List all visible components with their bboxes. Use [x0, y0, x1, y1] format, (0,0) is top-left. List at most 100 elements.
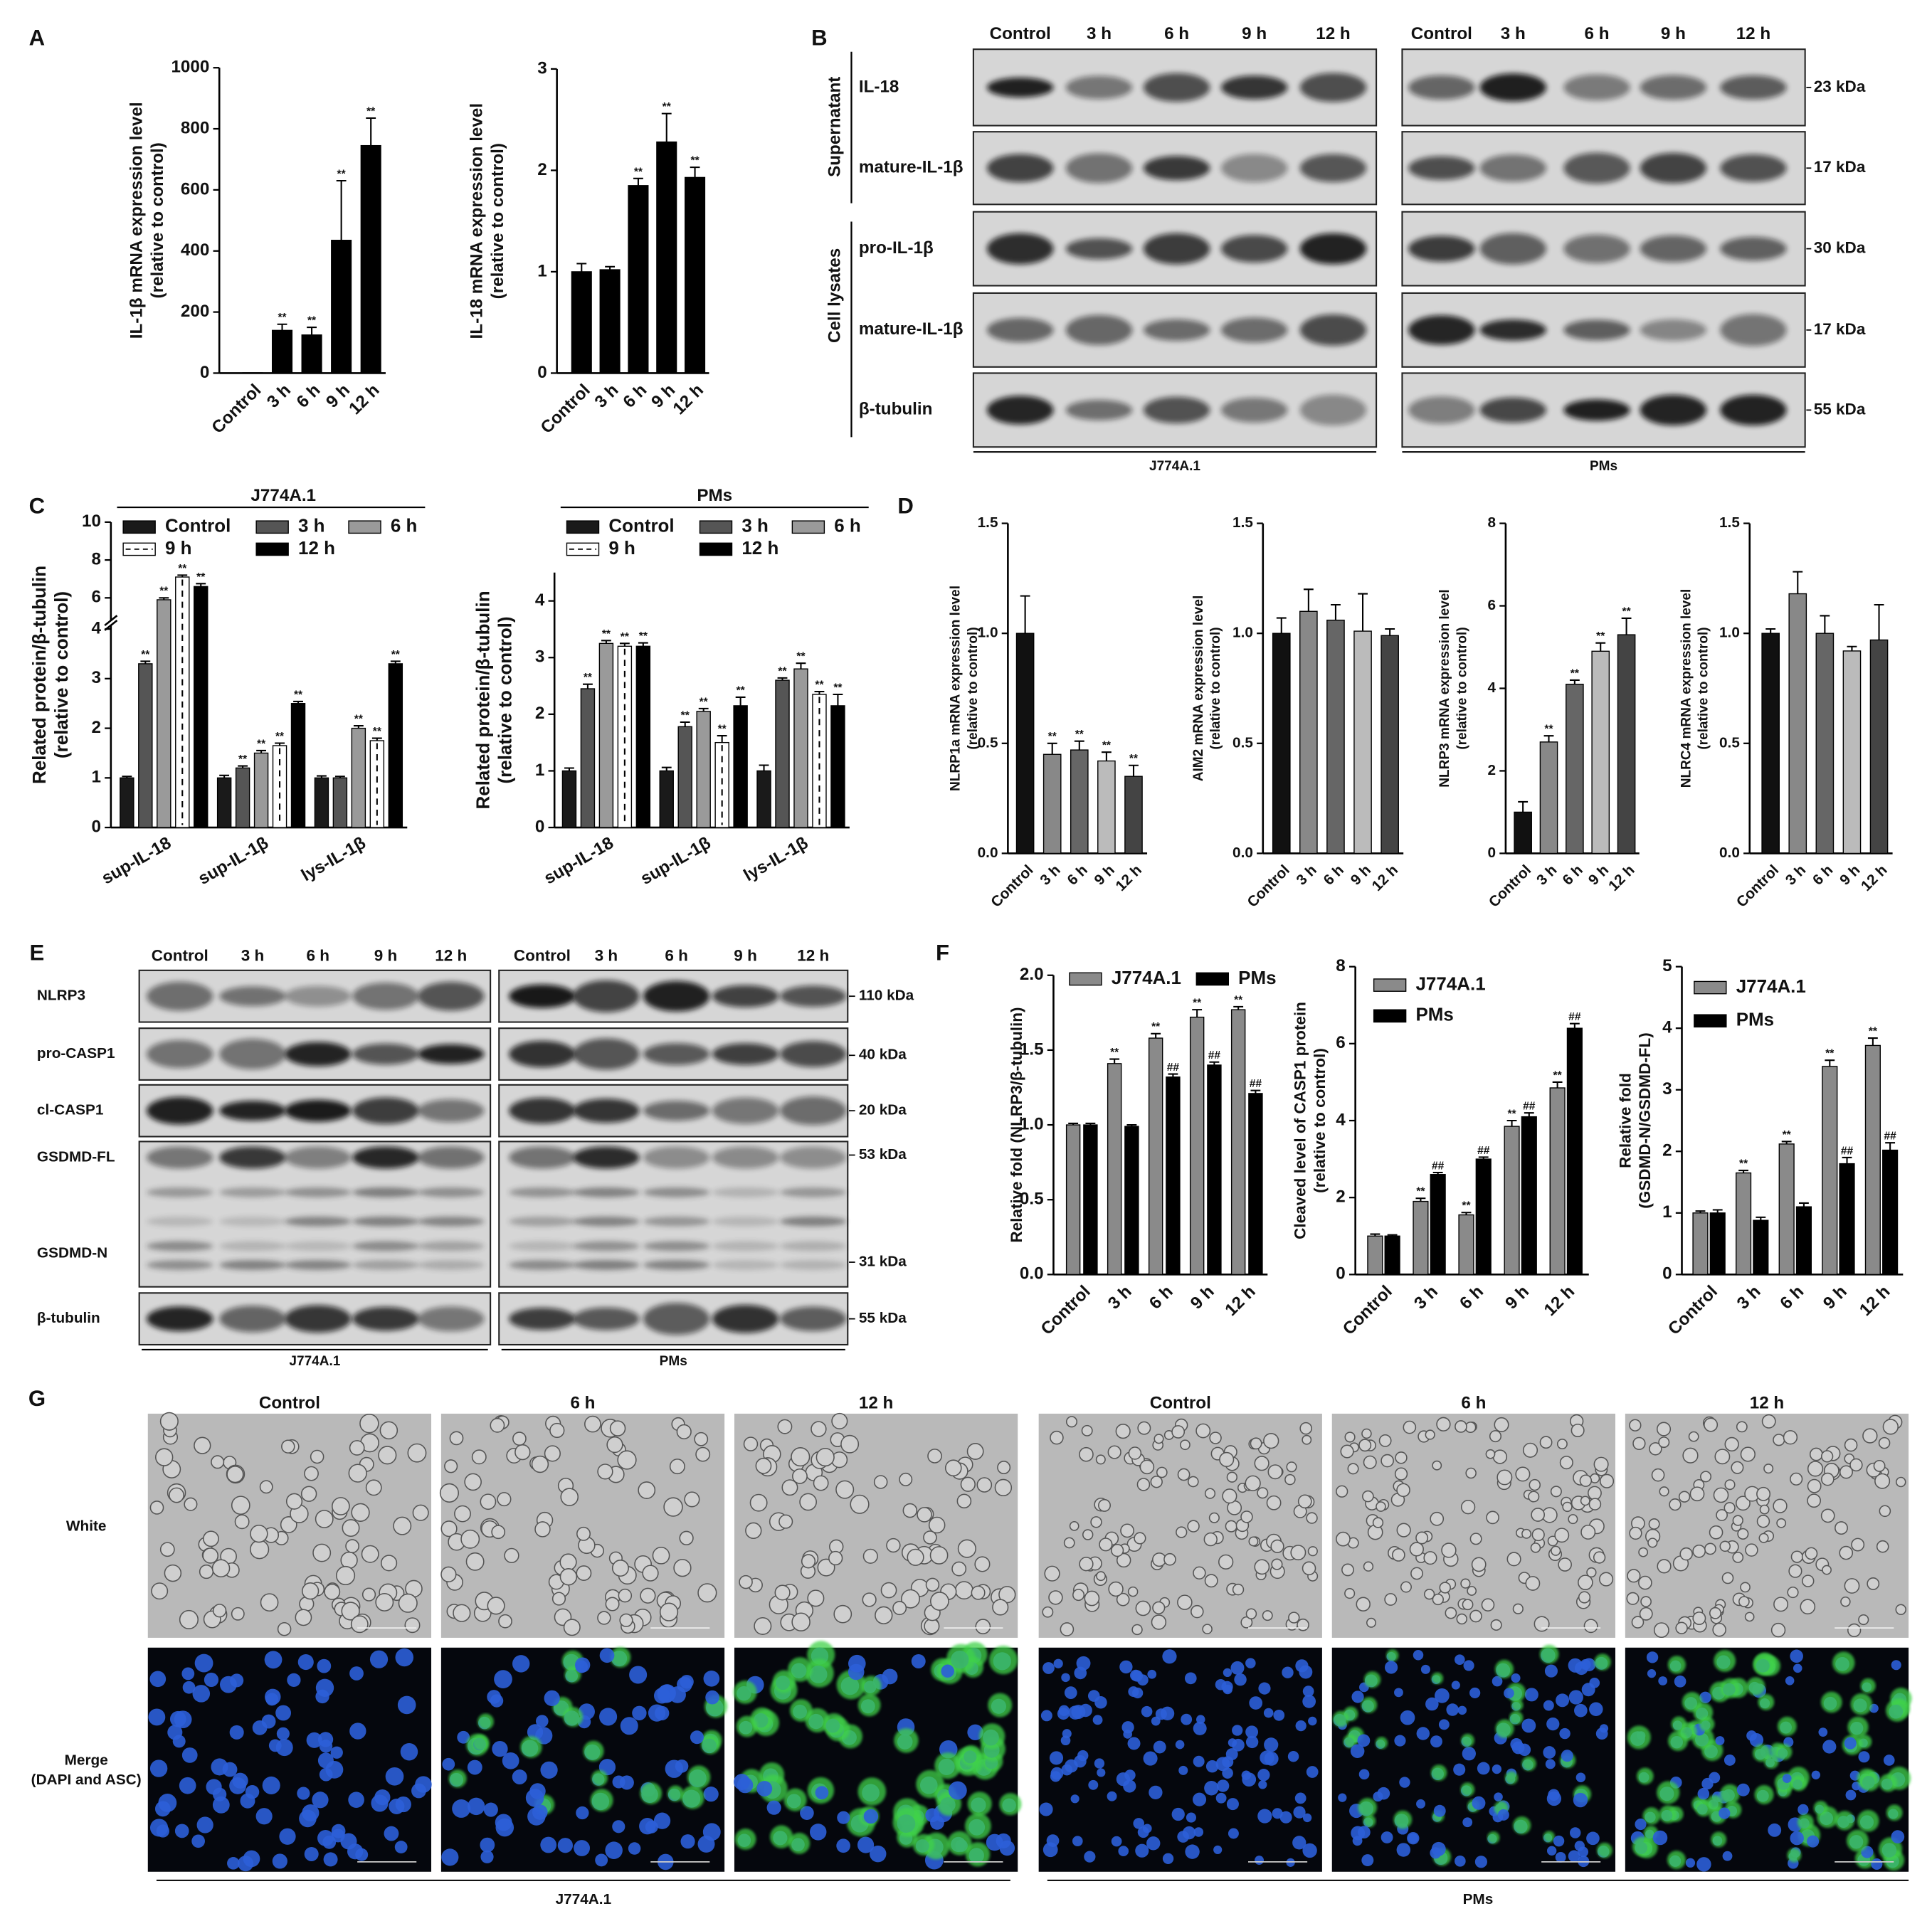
cell	[1044, 1565, 1060, 1582]
nucleus	[527, 1807, 546, 1826]
y-tick-label: 3	[91, 668, 100, 687]
blot-e-band	[219, 1241, 286, 1251]
error-bar	[680, 721, 690, 727]
nucleus	[1092, 1715, 1103, 1725]
blot-e-band	[780, 1041, 847, 1067]
cell	[576, 1565, 592, 1581]
nucleus	[1413, 1649, 1424, 1661]
lane-label: Control	[990, 24, 1051, 43]
cell	[449, 1431, 464, 1446]
nucleus	[1223, 1668, 1232, 1678]
bar	[1384, 1235, 1400, 1276]
cell	[584, 1415, 601, 1433]
bar	[1504, 1126, 1520, 1276]
significance-label: **	[141, 649, 150, 661]
nucleus	[441, 1848, 459, 1866]
y-axis-label: (relative to control)	[148, 142, 167, 298]
blot-b-band	[1299, 233, 1367, 265]
cell	[956, 1493, 972, 1509]
nucleus	[1193, 1721, 1207, 1735]
nucleus	[158, 1794, 177, 1812]
legend-label: 12 h	[741, 537, 778, 559]
nucleus	[999, 1840, 1015, 1856]
nucleus	[322, 1835, 337, 1849]
nucleus	[442, 1757, 455, 1771]
legend-label: J774A.1	[1415, 973, 1485, 994]
blot-e-band	[352, 1306, 419, 1331]
cell	[1745, 1543, 1758, 1557]
cell	[491, 1525, 506, 1540]
legend-swatch	[1069, 972, 1102, 986]
nucleus	[1232, 1738, 1245, 1752]
y-axis-label: IL-18 mRNA expression level	[467, 103, 486, 339]
bar	[1413, 1200, 1429, 1276]
cell	[1675, 1621, 1688, 1634]
nucleus	[229, 1725, 244, 1740]
nucleus	[1084, 1851, 1096, 1863]
cell	[1756, 1515, 1770, 1528]
asc-signal	[1667, 1656, 1686, 1674]
cell	[440, 1520, 458, 1538]
asc-signal	[964, 1813, 991, 1839]
asc-signal	[1846, 1829, 1869, 1852]
error-bar	[1524, 1112, 1534, 1117]
cell	[1131, 1624, 1143, 1636]
blot-b-band	[1143, 233, 1210, 265]
cell	[1737, 1528, 1749, 1540]
cell	[1704, 1417, 1719, 1432]
significance-label: **	[700, 696, 709, 708]
nucleus	[557, 1838, 573, 1853]
asc-signal	[1494, 1659, 1514, 1678]
asc-signal	[1363, 1814, 1376, 1828]
significance-label: ##	[1250, 1078, 1262, 1090]
cell	[902, 1503, 918, 1518]
cell	[1735, 1496, 1751, 1511]
blot-e-band	[780, 1241, 847, 1251]
blot-e-band	[147, 1306, 213, 1332]
nucleus	[1088, 1779, 1099, 1790]
size-label: 20 kDa	[859, 1102, 907, 1118]
nucleus	[1097, 1768, 1106, 1777]
nucleus	[1699, 1691, 1711, 1704]
blot-e-band	[712, 1216, 779, 1227]
row-label: mature-IL-1β	[859, 319, 964, 339]
cell	[1432, 1460, 1442, 1471]
significance-label: **	[337, 168, 347, 180]
blot-e-band	[643, 1101, 710, 1121]
bar	[659, 770, 674, 828]
nucleus	[385, 1767, 404, 1786]
blot-e-band	[573, 1241, 640, 1251]
significance-label: **	[1739, 1158, 1748, 1170]
cell	[361, 1587, 376, 1602]
cell	[259, 1480, 273, 1494]
nucleus	[1213, 1845, 1223, 1854]
nucleus	[1306, 1766, 1319, 1778]
error-bar	[1415, 1197, 1426, 1202]
nucleus	[1474, 1856, 1487, 1868]
asc-signal	[1509, 1710, 1524, 1725]
error-bar	[1518, 800, 1529, 813]
nucleus	[1149, 1785, 1163, 1800]
bar	[351, 727, 366, 828]
cell	[840, 1434, 860, 1454]
asc-signal	[1720, 1678, 1741, 1698]
y-tick-label: 6	[1336, 1033, 1345, 1052]
asc-signal	[1504, 1771, 1519, 1784]
lane-label: 6 h	[665, 947, 688, 965]
blot-e-band	[643, 1216, 710, 1227]
nucleus	[1245, 1658, 1256, 1668]
cell	[544, 1445, 561, 1462]
nucleus	[1053, 1658, 1063, 1668]
cell	[211, 1455, 225, 1469]
nucleus	[599, 1708, 618, 1726]
micrograph	[1625, 1647, 1912, 1872]
cell	[164, 1564, 182, 1582]
bar	[314, 777, 329, 828]
nucleus	[1782, 1774, 1792, 1784]
nucleus	[837, 1811, 850, 1824]
significance-label: ##	[1568, 1011, 1581, 1023]
cell	[1240, 1616, 1253, 1629]
cell	[1732, 1515, 1743, 1526]
y-tick-label: 200	[181, 302, 209, 321]
cell	[966, 1443, 984, 1460]
